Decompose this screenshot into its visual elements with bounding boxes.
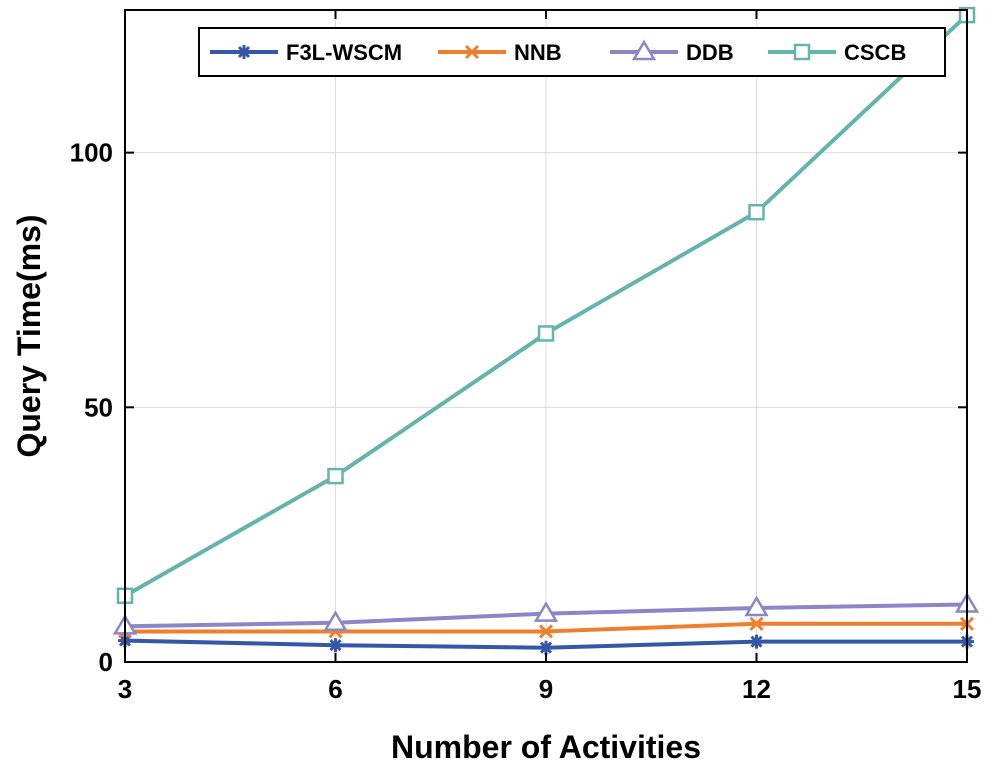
legend-label: DDB [686,40,734,65]
legend-box [198,27,946,77]
x-tick-label: 6 [328,674,342,704]
data-point-f3l-wscm [749,634,764,649]
x-tick-label: 12 [742,674,771,704]
data-point-cscb [327,467,344,485]
x-axis-title: Number of Activities [391,729,701,765]
legend-label: NNB [514,40,562,65]
legend-marker [237,45,251,59]
legend-item-ddb: DDB [610,39,734,65]
legend-item-cscb: CSCB [768,40,906,65]
legend-marker [464,44,480,60]
data-point-cscb [537,325,555,342]
data-point-nnb [538,624,554,639]
legend-label: F3L-WSCM [286,40,402,65]
y-tick-label: 100 [70,138,113,168]
legend: F3L-WSCM NNB DDB CSCB [198,27,946,77]
data-point-f3l-wscm [539,640,553,655]
x-tick-label: 3 [118,674,132,704]
data-point-ddb [323,610,348,632]
legend-item-f3l-wscm: F3L-WSCM [210,40,402,65]
data-point-cscb [748,203,765,221]
axis-ticks: 3 6 9 12 15 0 50 100 [70,10,982,704]
data-point-ddb [744,595,769,617]
legend-marker [631,39,657,61]
y-tick-label: 0 [99,647,113,677]
x-tick-label: 15 [953,674,982,704]
data-point-ddb [533,601,559,622]
data-point-f3l-wscm [328,638,343,653]
y-tick-label: 50 [84,392,113,422]
series-ddb [112,591,980,635]
y-axis-title: Query Time(ms) [11,214,47,457]
legend-marker [793,43,811,61]
legend-label: CSCB [844,40,906,65]
data-point-nnb [749,616,764,631]
legend-item-nnb: NNB [438,40,562,65]
x-tick-label: 9 [539,674,553,704]
